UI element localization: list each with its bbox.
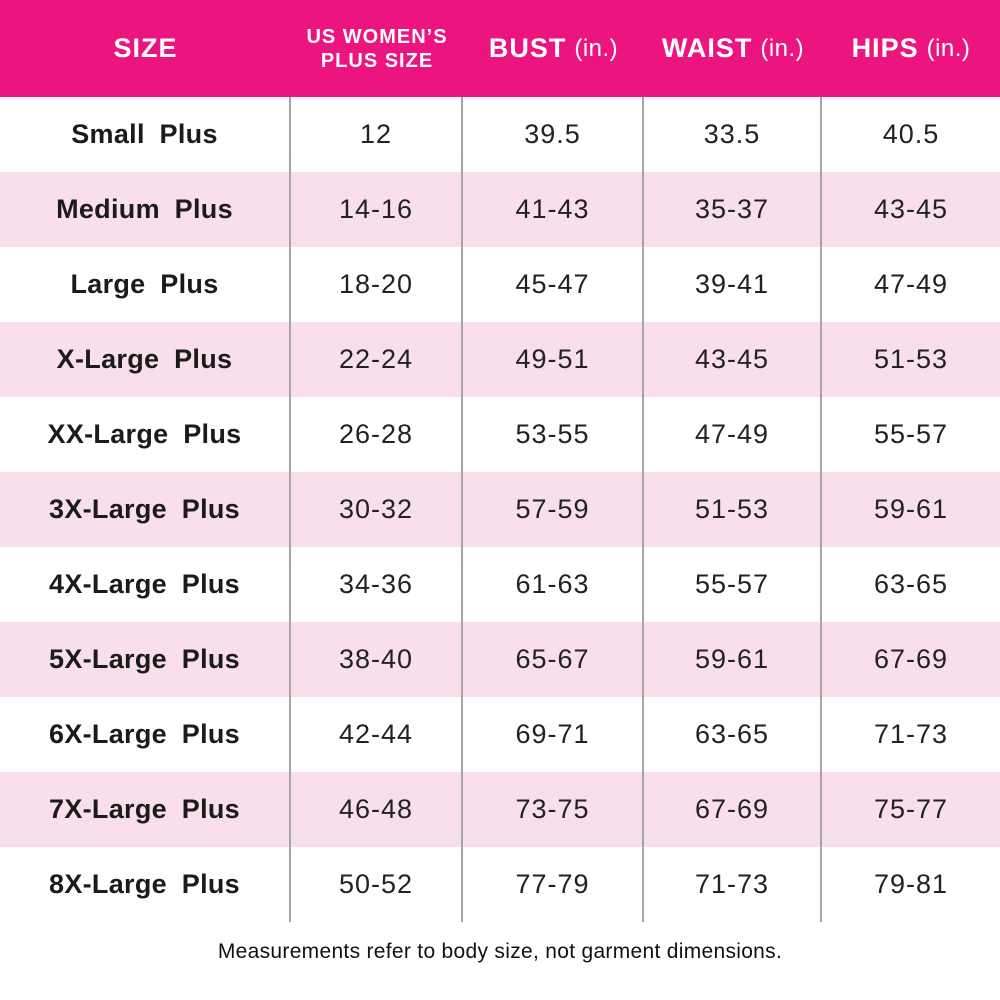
size-cell: 3X-Large Plus [0, 472, 291, 547]
size-cell: Medium Plus [0, 172, 291, 247]
header-cell-hips: HIPS (in.) [822, 0, 1000, 97]
size-cell: 6X-Large Plus [0, 697, 291, 772]
hips-cell: 55-57 [822, 397, 1000, 472]
footnote: Measurements refer to body size, not gar… [217, 940, 783, 963]
hips-cell: 51-53 [822, 322, 1000, 397]
size-cell: Small Plus [0, 97, 291, 172]
hips-cell: 67-69 [822, 622, 1000, 697]
waist-cell: 51-53 [644, 472, 822, 547]
bust-cell: 39.5 [463, 97, 644, 172]
us-size-cell: 46-48 [291, 772, 463, 847]
waist-cell: 63-65 [644, 697, 822, 772]
waist-cell: 55-57 [644, 547, 822, 622]
us-size-cell: 14-16 [291, 172, 463, 247]
size-chart: SIZE US WOMEN’S PLUS SIZE BUST (in.) WAIS… [0, 0, 1000, 963]
waist-cell: 59-61 [644, 622, 822, 697]
waist-cell: 47-49 [644, 397, 822, 472]
header-cell-us-plus-size: US WOMEN’S PLUS SIZE [291, 0, 463, 97]
size-cell: X-Large Plus [0, 322, 291, 397]
bust-cell: 69-71 [463, 697, 644, 772]
bust-cell: 61-63 [463, 547, 644, 622]
size-cell: 8X-Large Plus [0, 847, 291, 922]
us-size-cell: 12 [291, 97, 463, 172]
us-size-cell: 50-52 [291, 847, 463, 922]
us-size-cell: 22-24 [291, 322, 463, 397]
bust-cell: 57-59 [463, 472, 644, 547]
us-size-cell: 26-28 [291, 397, 463, 472]
bust-cell: 49-51 [463, 322, 644, 397]
header-bust-label: BUST [488, 33, 567, 63]
header-us-plus-size-label: US WOMEN’S PLUS SIZE [306, 25, 448, 72]
waist-cell: 43-45 [644, 322, 822, 397]
header-hips-label: HIPS [851, 33, 919, 63]
hips-cell: 75-77 [822, 772, 1000, 847]
hips-cell: 71-73 [822, 697, 1000, 772]
size-cell: 5X-Large Plus [0, 622, 291, 697]
waist-cell: 39-41 [644, 247, 822, 322]
bust-cell: 53-55 [463, 397, 644, 472]
header-bust-unit: (in.) [574, 34, 619, 62]
header-cell-bust: BUST (in.) [463, 0, 644, 97]
size-table: SIZE US WOMEN’S PLUS SIZE BUST (in.) WAIS… [0, 0, 1000, 922]
bust-cell: 65-67 [463, 622, 644, 697]
hips-cell: 63-65 [822, 547, 1000, 622]
hips-cell: 79-81 [822, 847, 1000, 922]
hips-cell: 43-45 [822, 172, 1000, 247]
header-waist-label: WAIST [661, 33, 753, 63]
us-size-cell: 34-36 [291, 547, 463, 622]
header-size-label: SIZE [113, 33, 178, 63]
us-size-cell: 42-44 [291, 697, 463, 772]
us-size-cell: 18-20 [291, 247, 463, 322]
size-cell: XX-Large Plus [0, 397, 291, 472]
size-cell: Large Plus [0, 247, 291, 322]
size-cell: 7X-Large Plus [0, 772, 291, 847]
header-cell-waist: WAIST (in.) [644, 0, 822, 97]
hips-cell: 40.5 [822, 97, 1000, 172]
header-hips-unit: (in.) [926, 34, 971, 62]
waist-cell: 67-69 [644, 772, 822, 847]
hips-cell: 59-61 [822, 472, 1000, 547]
hips-cell: 47-49 [822, 247, 1000, 322]
header-cell-size: SIZE [0, 0, 291, 97]
bust-cell: 45-47 [463, 247, 644, 322]
bust-cell: 41-43 [463, 172, 644, 247]
header-waist-unit: (in.) [760, 34, 805, 62]
waist-cell: 33.5 [644, 97, 822, 172]
us-size-cell: 38-40 [291, 622, 463, 697]
us-size-cell: 30-32 [291, 472, 463, 547]
bust-cell: 73-75 [463, 772, 644, 847]
size-cell: 4X-Large Plus [0, 547, 291, 622]
waist-cell: 35-37 [644, 172, 822, 247]
bust-cell: 77-79 [463, 847, 644, 922]
waist-cell: 71-73 [644, 847, 822, 922]
